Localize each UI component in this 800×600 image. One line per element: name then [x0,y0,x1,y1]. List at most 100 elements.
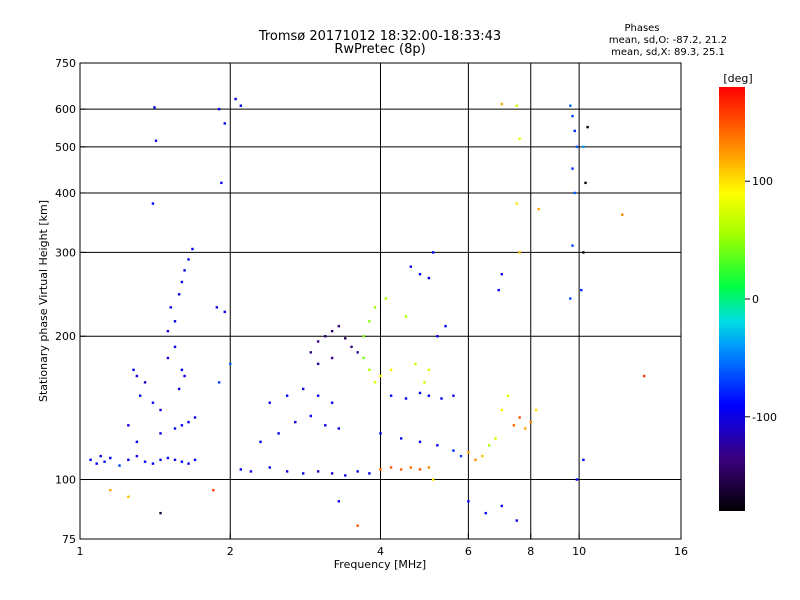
data-point [143,381,147,384]
data-point [389,368,393,372]
data-point [368,472,371,475]
data-point [452,394,455,397]
data-point [418,273,422,276]
data-point [151,401,155,404]
data-point [436,335,439,338]
data-point [268,466,271,469]
data-point [166,329,170,333]
data-point [166,456,170,460]
x-axis-label: Frequency [MHz] [334,558,426,571]
data-point [427,276,431,280]
data-point [379,374,382,378]
data-point [575,478,579,481]
data-point [180,280,184,284]
data-point [301,472,305,475]
data-point [166,356,170,360]
data-point [127,495,130,498]
data-point [389,394,393,397]
data-point [362,356,365,360]
data-point [324,424,327,427]
data-point [379,432,382,435]
data-point [294,420,297,424]
data-point [316,340,320,343]
data-point [518,416,521,419]
colorbar-tick-label: -100 [752,411,777,424]
data-point [159,432,162,435]
chart-title: Tromsø 20171012 18:32:00-18:33:43 [258,29,501,44]
data-points [89,97,646,527]
data-point [423,381,426,384]
data-point [159,408,162,412]
data-point [127,458,130,462]
data-point [506,394,510,397]
data-point [440,397,443,400]
x-axis-ticks: 1 2 4 6 8 10 16 [77,533,688,558]
data-point [309,414,312,418]
data-point [584,181,587,185]
data-point [582,458,585,462]
data-point [481,454,484,458]
data-point [330,356,334,360]
data-point [467,451,470,454]
data-point [301,387,305,391]
data-point [177,387,181,391]
data-point [573,191,576,195]
data-point [183,374,186,378]
y-tick-label: 500 [55,141,76,154]
data-point [571,244,574,247]
data-point [191,247,194,251]
data-point [217,107,221,111]
data-point [177,293,181,296]
chart-subtitle: RwPretec (8p) [334,42,425,57]
data-point [95,462,98,465]
data-point [285,394,289,397]
data-point [212,488,215,492]
data-point [151,462,155,465]
data-point [187,420,190,424]
colorbar-label: [deg] [723,72,752,85]
colorbar-ticks: 100 0 -100 [745,175,777,424]
data-point [217,381,221,384]
data-point [180,424,184,427]
data-point [234,97,237,101]
data-point [138,394,142,397]
data-point [154,139,158,142]
data-point [571,114,574,118]
data-point [135,374,139,378]
data-point [132,368,135,372]
y-tick-label: 750 [55,57,76,70]
data-point [173,427,177,430]
y-tick-label: 400 [55,187,76,200]
data-point [500,504,504,508]
x-tick-label: 2 [227,545,234,558]
data-point [642,374,646,378]
data-point [268,401,271,404]
data-point [362,335,365,338]
data-point [135,454,139,458]
data-point [173,345,177,349]
data-point [427,368,431,372]
data-point [159,511,162,515]
data-point [418,468,422,471]
data-point [239,468,243,471]
phases-o-stats: mean, sd,O: -87.2, 21.2 [609,35,727,46]
data-point [569,297,572,300]
data-point [330,329,334,333]
data-point [427,466,431,469]
data-point [404,315,408,318]
phases-title: Phases [624,23,659,34]
data-point [500,408,504,412]
y-axis-label: Stationary phase Virtual Height [km] [37,200,50,402]
data-point [350,345,353,349]
data-point [497,288,500,292]
data-point [249,470,253,473]
data-point [414,362,417,366]
data-point [431,478,435,481]
data-point [127,424,130,427]
data-point [368,320,371,323]
data-point [515,519,518,522]
data-point [582,145,585,149]
data-point [330,472,334,475]
x-tick-label: 8 [527,545,534,558]
